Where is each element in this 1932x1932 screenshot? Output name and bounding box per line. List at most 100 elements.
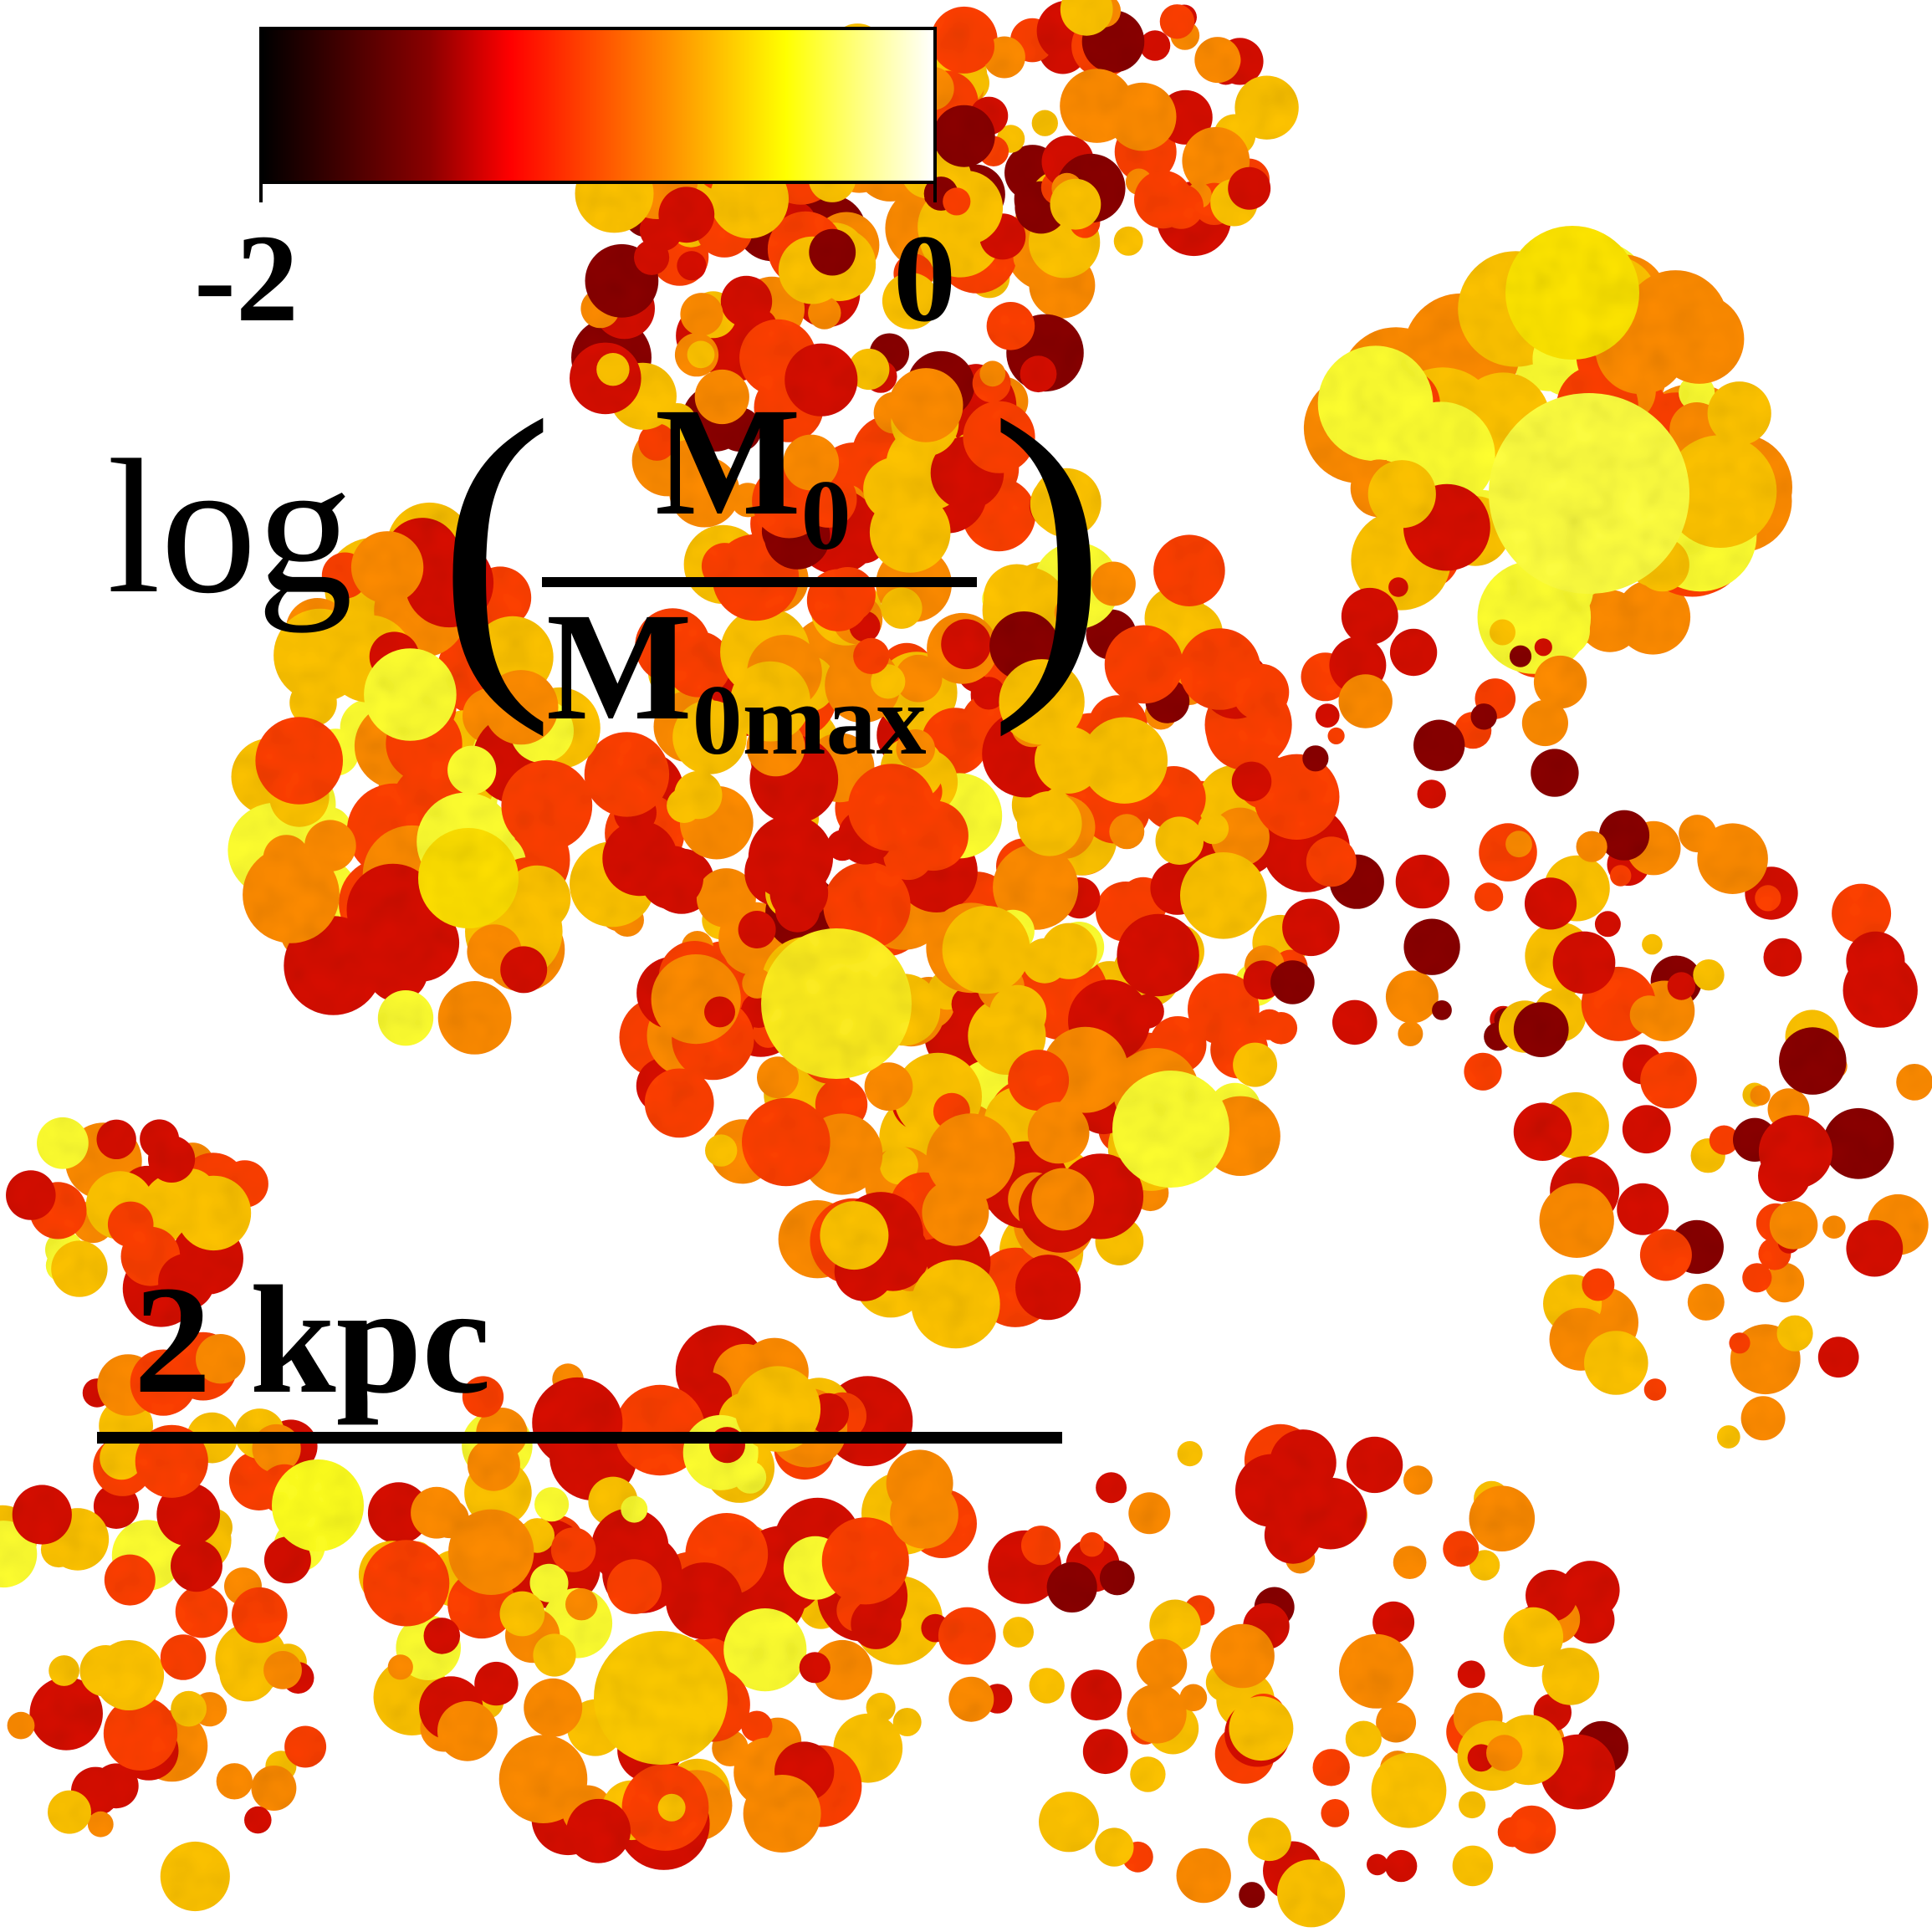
density-blob: [263, 1651, 302, 1689]
density-blob: [943, 187, 971, 216]
density-blob: [1197, 813, 1229, 845]
density-blob: [1367, 1853, 1388, 1876]
density-blob: [1664, 435, 1777, 548]
density-blob: [1403, 918, 1460, 975]
density-blob: [550, 1527, 596, 1572]
density-blob: [1459, 1791, 1486, 1819]
density-blob: [1443, 1531, 1480, 1567]
density-blob: [1398, 1021, 1423, 1046]
density-blob: [853, 637, 890, 675]
density-blob: [501, 759, 593, 851]
density-blob: [1127, 1684, 1187, 1744]
density-blob: [596, 353, 630, 386]
fraction-denominator: M0max: [546, 581, 927, 775]
density-blob: [1822, 1215, 1846, 1239]
density-blob: [614, 1384, 706, 1476]
density-blob: [1327, 727, 1345, 745]
density-blob: [1096, 1472, 1127, 1504]
density-blob: [705, 1134, 738, 1167]
density-blob: [742, 1097, 831, 1187]
density-blob: [1615, 580, 1691, 655]
density-blob: [404, 538, 494, 628]
density-blob: [498, 1735, 588, 1823]
density-blob: [1531, 749, 1579, 797]
density-blob: [1388, 577, 1408, 597]
density-blob: [1139, 30, 1171, 61]
density-blob: [986, 302, 1035, 350]
density-blob: [1113, 226, 1143, 256]
bright-core: [418, 828, 519, 928]
density-blob: [232, 1587, 288, 1643]
density-blob: [1282, 898, 1340, 957]
density-blob: [1017, 791, 1082, 856]
density-blob: [1231, 761, 1272, 802]
density-blob: [1513, 1102, 1572, 1161]
density-blob: [1769, 1201, 1818, 1250]
density-blob: [635, 608, 711, 684]
bright-core: [1112, 1071, 1229, 1188]
density-blob: [7, 1711, 35, 1740]
density-blob: [1763, 938, 1802, 977]
density-blob: [160, 1634, 207, 1680]
density-blob: [892, 1708, 922, 1736]
density-blob: [1046, 1561, 1097, 1613]
fraction-numerator: M0: [655, 376, 851, 570]
density-blob: [160, 1841, 230, 1912]
density-blob: [972, 677, 1005, 710]
density-blob: [823, 861, 911, 949]
density-blob: [437, 981, 512, 1055]
density-blob: [1822, 1107, 1894, 1179]
bright-core: [1505, 226, 1639, 360]
density-blob: [809, 228, 856, 276]
density-blob: [1095, 1827, 1134, 1867]
density-blob: [216, 1763, 253, 1800]
density-blob: [364, 648, 457, 741]
density-blob: [1452, 1845, 1494, 1887]
density-blob: [1346, 1436, 1403, 1494]
density-blob: [1524, 877, 1577, 930]
density-blob: [1341, 587, 1398, 645]
density-blob: [48, 1790, 91, 1834]
density-blob: [1312, 1749, 1350, 1786]
density-blob: [799, 1652, 831, 1684]
density-blob: [677, 251, 707, 281]
density-blob: [171, 1690, 207, 1727]
density-blob: [1099, 1560, 1135, 1596]
density-blob: [1315, 703, 1340, 728]
density-blob: [1130, 1756, 1166, 1792]
density-blob: [820, 1201, 889, 1270]
density-blob: [284, 1725, 327, 1768]
density-blob: [1372, 1601, 1415, 1643]
density-blob: [1622, 1105, 1671, 1154]
density-blob: [879, 1146, 918, 1185]
density-blob: [499, 1591, 545, 1637]
density-blob: [1507, 1805, 1556, 1854]
density-blob: [1339, 1633, 1413, 1709]
density-blob: [666, 1562, 743, 1640]
density-blob: [1395, 854, 1450, 909]
density-blob: [1486, 1735, 1523, 1771]
density-blob: [1040, 923, 1097, 979]
density-blob: [1376, 1702, 1417, 1743]
density-blob: [175, 1585, 228, 1638]
density-blob: [1817, 1337, 1859, 1378]
density-blob: [1750, 1085, 1771, 1106]
density-blob: [532, 1377, 623, 1469]
density-blob: [933, 105, 995, 167]
density-blob: [1295, 1477, 1367, 1550]
density-blob: [1846, 1219, 1904, 1277]
density-blob: [176, 1175, 252, 1251]
density-blob: [1385, 970, 1439, 1024]
density-blob: [1640, 1051, 1697, 1109]
density-blob: [783, 434, 840, 491]
density-blob: [1755, 885, 1781, 912]
density-blob: [263, 1536, 311, 1584]
density-blob: [1003, 1617, 1034, 1648]
density-blob: [1709, 1125, 1739, 1155]
density-blob: [1179, 1684, 1208, 1712]
density-blob: [894, 654, 943, 703]
bright-core: [1489, 393, 1689, 594]
density-blob: [1393, 1546, 1427, 1579]
density-blob: [658, 187, 715, 243]
